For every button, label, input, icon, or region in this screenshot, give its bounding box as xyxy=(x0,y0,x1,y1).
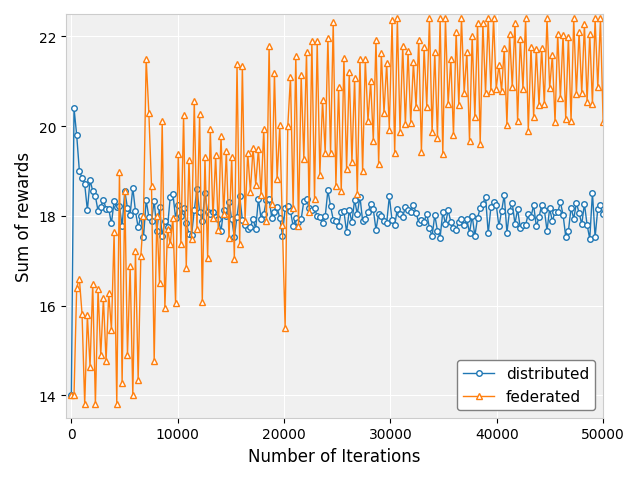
federated xyxy=(212,153,220,159)
federated xyxy=(67,393,75,398)
distributed xyxy=(67,393,75,398)
distributed xyxy=(102,206,110,212)
federated xyxy=(578,91,586,97)
federated xyxy=(81,402,88,408)
distributed xyxy=(575,210,583,216)
federated xyxy=(559,33,567,38)
distributed xyxy=(169,192,177,197)
distributed xyxy=(70,106,78,112)
X-axis label: Number of Iterations: Number of Iterations xyxy=(248,447,421,465)
federated xyxy=(169,216,177,221)
federated xyxy=(394,17,401,23)
federated xyxy=(102,358,110,364)
Line: federated: federated xyxy=(68,17,606,407)
Y-axis label: Sum of rewards: Sum of rewards xyxy=(15,152,33,281)
Legend: distributed, federated: distributed, federated xyxy=(457,360,595,410)
distributed xyxy=(557,200,564,205)
distributed xyxy=(212,214,220,220)
federated xyxy=(92,402,99,408)
distributed xyxy=(599,212,607,217)
Line: distributed: distributed xyxy=(68,106,606,398)
federated xyxy=(599,120,607,126)
distributed xyxy=(92,194,99,200)
